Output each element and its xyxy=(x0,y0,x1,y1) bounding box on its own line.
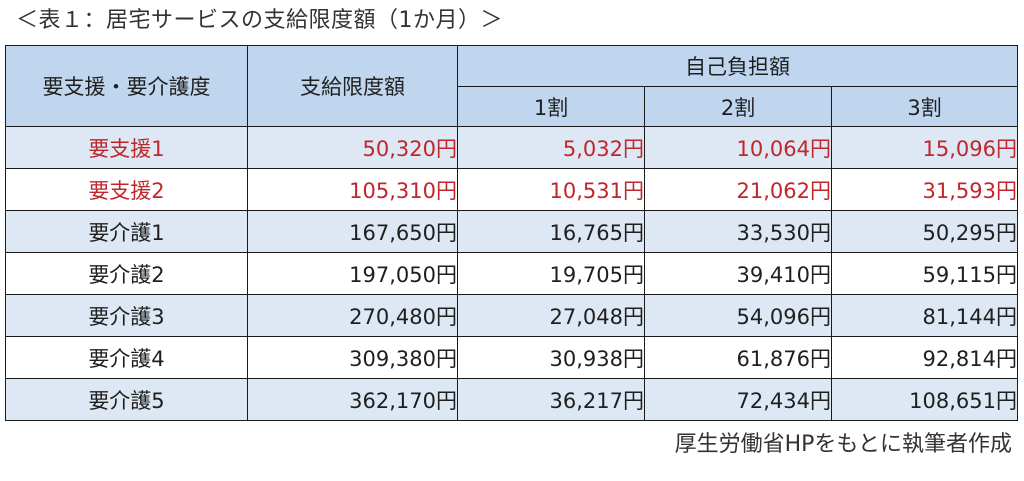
copay-1-cell: 16,765円 xyxy=(457,210,645,253)
care-level-cell: 要介護3 xyxy=(5,294,248,337)
table-row: 要介護1 167,650円 16,765円 33,530円 50,295円 xyxy=(5,210,1019,253)
care-level-cell: 要介護2 xyxy=(5,252,248,295)
header-copayment: 自己負担額 xyxy=(456,45,1019,87)
source-note: 厚生労働省HPをもとに執筆者作成 xyxy=(674,432,1012,457)
table-row: 要介護5 362,170円 36,217円 72,434円 108,651円 xyxy=(5,378,1019,421)
table-row: 要介護3 270,480円 27,048円 54,096円 81,144円 xyxy=(5,294,1019,337)
limit-cell: 309,380円 xyxy=(247,336,458,379)
copay-3-cell: 50,295円 xyxy=(830,210,1019,253)
table-caption: ＜表１：居宅サービスの支給限度額（1か月）＞ xyxy=(16,8,503,33)
table-row: 要介護2 197,050円 19,705円 39,410円 59,115円 xyxy=(5,252,1019,295)
copay-3-cell: 31,593円 xyxy=(830,168,1019,211)
copay-1-cell: 30,938円 xyxy=(457,336,645,379)
header-copay-10pct: 1割 xyxy=(457,86,645,127)
copay-1-cell: 10,531円 xyxy=(457,168,645,211)
care-level-cell: 要介護4 xyxy=(5,336,248,379)
copay-2-cell: 33,530円 xyxy=(644,210,832,253)
care-level-cell: 要支援1 xyxy=(5,126,248,169)
copay-2-cell: 21,062円 xyxy=(644,168,832,211)
header-benefit-limit: 支給限度額 xyxy=(247,45,458,127)
copay-1-cell: 5,032円 xyxy=(457,126,645,169)
copay-1-cell: 19,705円 xyxy=(457,252,645,295)
table-row: 要支援1 50,320円 5,032円 10,064円 15,096円 xyxy=(5,126,1019,169)
header-copay-30pct: 3割 xyxy=(830,86,1019,127)
copay-2-cell: 72,434円 xyxy=(644,378,832,421)
limit-cell: 197,050円 xyxy=(247,252,458,295)
care-limit-table: 要支援・要介護度 支給限度額 自己負担額 1割 2割 3割 要支援1 50,32… xyxy=(5,45,1019,421)
copay-3-cell: 59,115円 xyxy=(830,252,1019,295)
limit-cell: 167,650円 xyxy=(247,210,458,253)
copay-3-cell: 108,651円 xyxy=(830,378,1019,421)
table-row: 要支援2 105,310円 10,531円 21,062円 31,593円 xyxy=(5,168,1019,211)
copay-1-cell: 36,217円 xyxy=(457,378,645,421)
copay-2-cell: 61,876円 xyxy=(644,336,832,379)
copay-3-cell: 92,814円 xyxy=(830,336,1019,379)
header-care-level: 要支援・要介護度 xyxy=(5,45,248,127)
limit-cell: 105,310円 xyxy=(247,168,458,211)
care-level-cell: 要支援2 xyxy=(5,168,248,211)
copay-1-cell: 27,048円 xyxy=(457,294,645,337)
copay-2-cell: 54,096円 xyxy=(644,294,832,337)
limit-cell: 50,320円 xyxy=(247,126,458,169)
table-row: 要介護4 309,380円 30,938円 61,876円 92,814円 xyxy=(5,336,1019,379)
limit-cell: 270,480円 xyxy=(247,294,458,337)
copay-2-cell: 10,064円 xyxy=(644,126,832,169)
header-copay-20pct: 2割 xyxy=(644,86,832,127)
care-level-cell: 要介護5 xyxy=(5,378,248,421)
care-level-cell: 要介護1 xyxy=(5,210,248,253)
copay-3-cell: 81,144円 xyxy=(830,294,1019,337)
copay-3-cell: 15,096円 xyxy=(830,126,1019,169)
copay-2-cell: 39,410円 xyxy=(644,252,832,295)
limit-cell: 362,170円 xyxy=(247,378,458,421)
